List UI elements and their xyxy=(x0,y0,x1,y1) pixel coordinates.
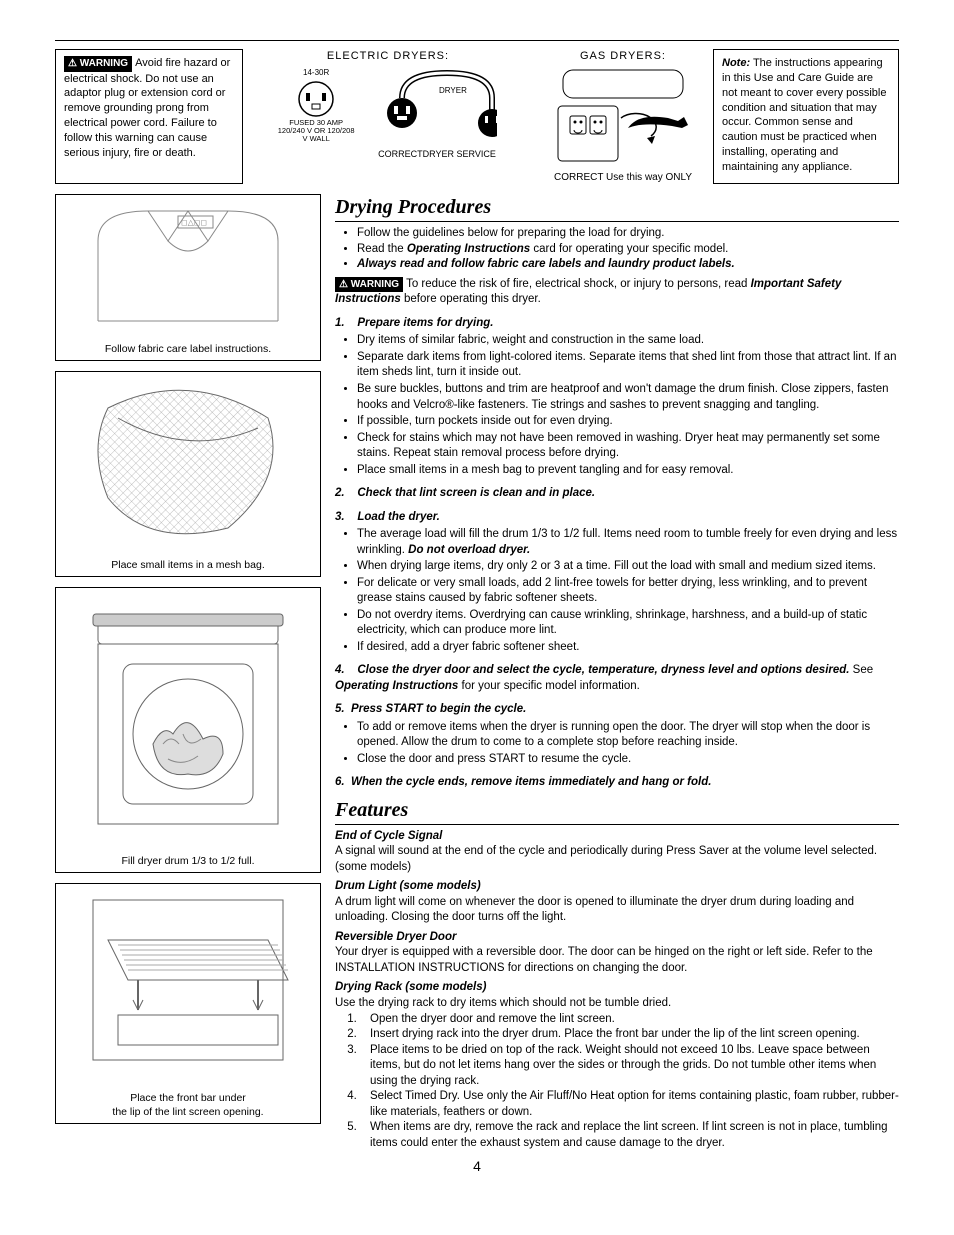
drying-rack-icon xyxy=(68,890,308,1080)
feature-rack-head: Drying Rack (some models) xyxy=(335,980,899,996)
outlet-model: 14-30R xyxy=(276,68,356,79)
step-3: 3. Load the dryer. xyxy=(335,510,899,526)
s1e: Check for stains which may not have been… xyxy=(357,431,899,462)
outlet-icon xyxy=(296,79,336,119)
figure-dryer-load: Fill dryer drum 1/3 to 1/2 full. xyxy=(55,587,321,873)
s1c: Be sure buckles, buttons and trim are he… xyxy=(357,382,899,413)
rack-5: When items are dry, remove the rack and … xyxy=(360,1120,899,1151)
figure-drying-rack: Place the front bar under the lip of the… xyxy=(55,883,321,1124)
figure-meshbag: Place small items in a mesh bag. xyxy=(55,371,321,577)
outlet-spec: FUSED 30 AMP 120/240 V OR 120/208 V WALL xyxy=(276,119,356,144)
fig3-caption: Fill dryer drum 1/3 to 1/2 full. xyxy=(60,854,316,868)
figure-shirt: ◻△◻◻ Follow fabric care label instructio… xyxy=(55,194,321,360)
feature-door-text: Your dryer is equipped with a reversible… xyxy=(335,945,899,976)
feature-rack-text: Use the drying rack to dry items which s… xyxy=(335,996,899,1012)
service-label: DRYER SERVICE xyxy=(423,148,496,160)
top-row: WARNINGAvoid fire hazard or electrical s… xyxy=(55,49,899,184)
s3c: For delicate or very small loads, add 2 … xyxy=(357,576,899,607)
features-heading: Features xyxy=(335,797,899,825)
note-box: Note: The instructions appearing in this… xyxy=(713,49,899,184)
intro-bullet-2: Read the Operating Instructions card for… xyxy=(357,242,899,258)
main-column: Drying Procedures Follow the guidelines … xyxy=(335,194,899,1151)
step-6: 6. When the cycle ends, remove items imm… xyxy=(335,775,899,791)
left-column: ◻△◻◻ Follow fabric care label instructio… xyxy=(55,194,335,1151)
warning-text: Avoid fire hazard or electrical shock. D… xyxy=(64,57,230,159)
page-number: 4 xyxy=(55,1157,899,1176)
service-diagram: DRYER xyxy=(377,68,497,148)
rack-1: Open the dryer door and remove the lint … xyxy=(360,1012,899,1028)
feature-door-head: Reversible Dryer Door xyxy=(335,930,899,946)
gas-outlet-icon xyxy=(543,68,703,168)
dryer-load-icon xyxy=(68,594,308,844)
feature-drumlight-text: A drum light will come on whenever the d… xyxy=(335,895,899,926)
note-label: Note: xyxy=(722,57,750,69)
inline-warning: WARNINGTo reduce the risk of fire, elect… xyxy=(335,277,899,308)
s3b: When drying large items, dry only 2 or 3… xyxy=(357,559,899,575)
fig4-caption1: Place the front bar under xyxy=(60,1091,316,1105)
s3e: If desired, add a dryer fabric softener … xyxy=(357,640,899,656)
step-5: 5. Press START to begin the cycle. xyxy=(335,702,899,718)
s3a: The average load will fill the drum 1/3 … xyxy=(357,527,899,558)
step-4: 4. Close the dryer door and select the c… xyxy=(335,663,899,694)
feature-drumlight-head: Drum Light (some models) xyxy=(335,879,899,895)
electric-title: ELECTRIC DRYERS: xyxy=(253,49,523,64)
gas-caption: CORRECT Use this way ONLY xyxy=(554,171,692,185)
shirt-icon: ◻△◻◻ xyxy=(68,201,308,331)
feature-eoc-head: End of Cycle Signal xyxy=(335,829,899,845)
rack-3: Place items to be dried on top of the ra… xyxy=(360,1043,899,1090)
step-2: 2. Check that lint screen is clean and i… xyxy=(335,486,899,502)
s3d: Do not overdry items. Overdrying can cau… xyxy=(357,608,899,639)
feature-eoc-text: A signal will sound at the end of the cy… xyxy=(335,844,899,875)
fig1-caption: Follow fabric care label instructions. xyxy=(60,342,316,356)
fig4-caption2: the lip of the lint screen opening. xyxy=(60,1105,316,1119)
s1d: If possible, turn pockets inside out for… xyxy=(357,414,899,430)
body-row: ◻△◻◻ Follow fabric care label instructio… xyxy=(55,194,899,1151)
warning-box: WARNINGAvoid fire hazard or electrical s… xyxy=(55,49,243,184)
s5a: To add or remove items when the dryer is… xyxy=(357,720,899,751)
rack-2: Insert drying rack into the dryer drum. … xyxy=(360,1027,899,1043)
rack-steps: Open the dryer door and remove the lint … xyxy=(360,1012,899,1152)
meshbag-icon xyxy=(68,378,308,548)
note-text: The instructions appearing in this Use a… xyxy=(722,57,886,173)
drying-procedures-heading: Drying Procedures xyxy=(335,194,899,222)
rack-4: Select Timed Dry. Use only the Air Fluff… xyxy=(360,1089,899,1120)
warning-badge: WARNING xyxy=(64,56,132,72)
intro-bullet-3: Always read and follow fabric care label… xyxy=(357,257,899,273)
correct-label: CORRECT xyxy=(378,148,423,160)
electric-diagram: ELECTRIC DRYERS: 14-30R FUSED 30 AMP 120… xyxy=(243,49,533,184)
svg-text:◻△◻◻: ◻△◻◻ xyxy=(181,218,207,227)
s1b: Separate dark items from light-colored i… xyxy=(357,350,899,381)
gas-diagram: GAS DRYERS: CORRECT Use this way ONLY xyxy=(533,49,713,184)
s1a: Dry items of similar fabric, weight and … xyxy=(357,333,899,349)
step-1: 1. Prepare items for drying. xyxy=(335,316,899,332)
dryer-label: DRYER xyxy=(439,86,467,95)
intro-bullet-1: Follow the guidelines below for preparin… xyxy=(357,226,899,242)
gas-title: GAS DRYERS: xyxy=(580,49,666,64)
fig2-caption: Place small items in a mesh bag. xyxy=(60,558,316,572)
s1f: Place small items in a mesh bag to preve… xyxy=(357,463,899,479)
s5b: Close the door and press START to resume… xyxy=(357,752,899,768)
